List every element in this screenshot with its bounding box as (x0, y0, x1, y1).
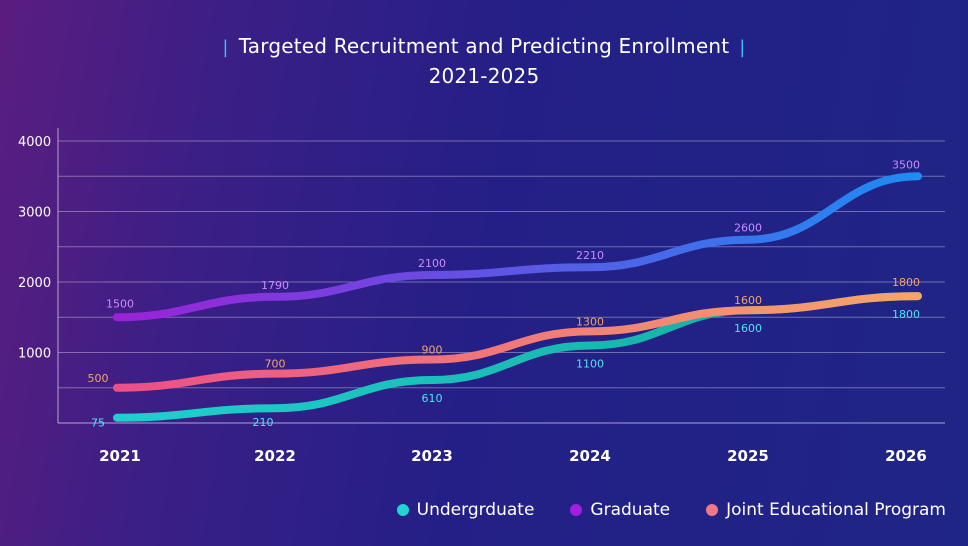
chart-title: | Targeted Recruitment and Predicting Enr… (0, 34, 968, 58)
x-tick-label: 2024 (569, 447, 611, 465)
data-point-graduate (118, 315, 122, 319)
y-tick-label: 3000 (18, 206, 51, 221)
legend-item-graduate: Graduate (570, 500, 670, 520)
data-point-undergraduate (273, 406, 277, 410)
y-tick-label: 1000 (18, 347, 51, 362)
data-label-graduate: 2600 (734, 222, 762, 235)
legend-label-undergraduate: Undergrduate (416, 500, 535, 520)
title-bar-right: | (739, 37, 746, 58)
data-label-joint-program: 1800 (892, 276, 920, 289)
data-point-joint-program (588, 329, 592, 333)
data-label-graduate: 2210 (576, 249, 604, 262)
data-label-undergraduate: 210 (253, 416, 274, 429)
data-point-undergraduate (430, 378, 434, 382)
data-point-graduate (746, 238, 750, 242)
chart-title-text: Targeted Recruitment and Predicting Enro… (238, 34, 730, 58)
data-point-graduate (273, 295, 277, 299)
x-tick-label: 2025 (727, 447, 769, 465)
title-bar-left: | (222, 37, 229, 58)
legend-label-joint-program: Joint Educational Program (726, 500, 946, 520)
data-label-undergraduate: 1100 (576, 357, 604, 370)
data-point-joint-program (746, 308, 750, 312)
data-label-joint-program: 700 (265, 358, 286, 371)
data-label-joint-program: 900 (422, 344, 443, 357)
data-label-undergraduate: 610 (422, 392, 443, 405)
data-point-joint-program (118, 386, 122, 390)
data-point-joint-program (273, 372, 277, 376)
x-tick-label: 2021 (99, 447, 141, 465)
legend-item-undergraduate: Undergrduate (396, 500, 535, 520)
legend-dot-undergraduate (396, 504, 409, 516)
data-label-undergraduate: 1600 (734, 322, 762, 335)
data-label-joint-program: 1300 (576, 315, 604, 328)
x-tick-label: 2023 (411, 447, 453, 465)
data-point-undergraduate (118, 416, 122, 420)
data-label-joint-program: 1600 (734, 294, 762, 307)
data-label-graduate: 1500 (106, 297, 134, 310)
data-label-graduate: 3500 (892, 158, 920, 171)
data-label-joint-program: 500 (88, 372, 109, 385)
y-tick-label: 4000 (18, 135, 51, 150)
x-tick-label: 2022 (254, 447, 296, 465)
data-point-graduate (588, 265, 592, 269)
chart-subtitle: 2021-2025 (428, 64, 540, 88)
y-tick-label: 2000 (18, 276, 51, 291)
series-line-undergraduate (113, 292, 922, 422)
x-tick-label: 2026 (885, 447, 927, 465)
data-point-undergraduate (588, 343, 592, 347)
legend-dot-joint-program (706, 504, 719, 516)
series-line-graduate (113, 172, 922, 322)
data-point-graduate (904, 174, 908, 178)
data-label-undergraduate: 1800 (892, 308, 920, 321)
legend-label-graduate: Graduate (590, 500, 671, 520)
data-label-graduate: 2100 (418, 257, 446, 270)
data-point-joint-program (430, 358, 434, 362)
data-point-joint-program (904, 294, 908, 298)
legend-dot-graduate (570, 504, 583, 516)
data-label-graduate: 1790 (261, 279, 289, 292)
data-label-undergraduate: 75 (91, 417, 105, 430)
legend-item-joint-program: Joint Educational Program (706, 500, 946, 520)
data-point-graduate (430, 273, 434, 277)
legend: Undergrduate Graduate Joint Educational … (396, 500, 946, 520)
series-line-joint-program (113, 292, 922, 392)
